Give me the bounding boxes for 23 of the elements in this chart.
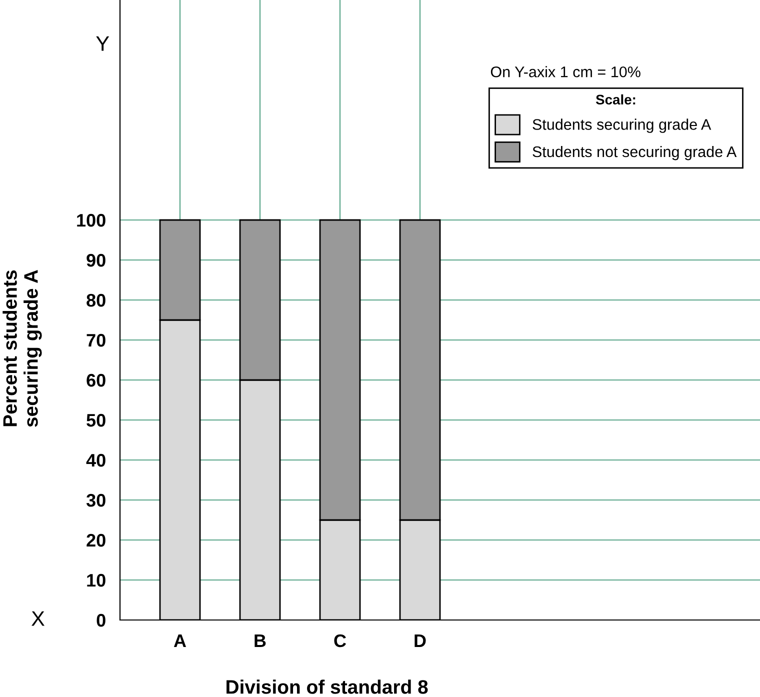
x-tick-label: D bbox=[414, 634, 426, 647]
text: On Y-axix 1 cm = 10% bbox=[490, 66, 640, 78]
x-axis-title: Division of standard 8 bbox=[226, 680, 428, 694]
x-tick-label: C bbox=[334, 634, 346, 648]
text: X bbox=[32, 611, 45, 626]
legend-title: Scale: bbox=[596, 94, 636, 105]
y-tick-label: 30 bbox=[86, 494, 106, 507]
x-tick-label: A bbox=[174, 634, 186, 647]
y-tick-label: 90 bbox=[86, 254, 106, 267]
y-tick-label: 0 bbox=[96, 614, 106, 627]
y-tick-label: 70 bbox=[86, 334, 106, 347]
legend-label: Students securing grade A bbox=[532, 118, 712, 133]
y-tick-label: 20 bbox=[86, 534, 106, 547]
y-tick-label: 40 bbox=[86, 454, 106, 467]
legend-label: Students not securing grade A bbox=[532, 146, 737, 160]
y-axis-title: Percent students securing grade A bbox=[2, 270, 42, 427]
y-tick-label: 80 bbox=[86, 294, 106, 307]
y-tick-label: 100 bbox=[77, 214, 106, 227]
y-tick-label: 60 bbox=[86, 374, 106, 387]
x-tick-label: B bbox=[254, 634, 266, 647]
text: Y bbox=[96, 36, 110, 51]
y-tick-label: 10 bbox=[87, 574, 106, 587]
y-tick-label: 50 bbox=[86, 414, 106, 427]
